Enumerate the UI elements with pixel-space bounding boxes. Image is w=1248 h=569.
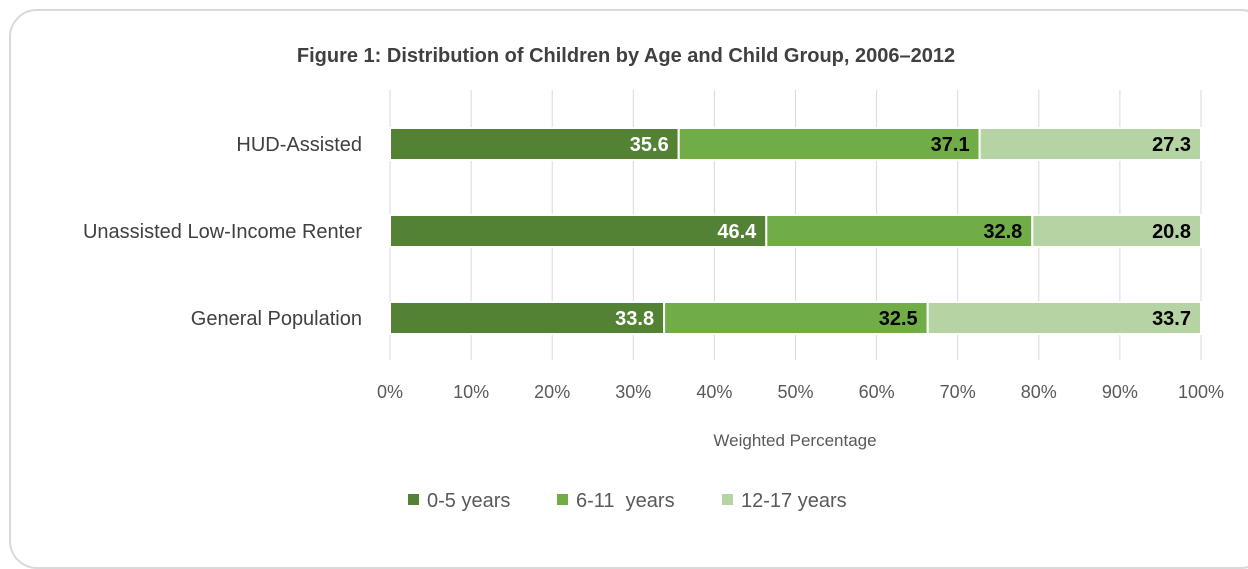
bar-segment: [765, 214, 1034, 248]
data-label: 33.7: [1152, 308, 1191, 330]
x-tick-label: 70%: [940, 382, 976, 402]
chart-title: Figure 1: Distribution of Children by Ag…: [297, 45, 955, 67]
legend-swatch: [722, 494, 733, 505]
bar-segment: [926, 301, 1202, 335]
stacked-bar-chart: Figure 1: Distribution of Children by Ag…: [83, 45, 1224, 512]
bar-segment: [978, 127, 1202, 161]
x-tick-label: 20%: [534, 382, 570, 402]
data-label: 20.8: [1152, 221, 1191, 243]
legend-swatch: [408, 494, 419, 505]
data-label: 32.8: [983, 221, 1022, 243]
x-tick-label: 0%: [377, 382, 403, 402]
legend-label: 6-11 years: [576, 490, 675, 512]
data-label: 46.4: [717, 221, 757, 243]
data-label: 27.3: [1152, 134, 1191, 156]
bars: 35.6 37.1 27.3 46.4 32.8 20.8 33.8 32.5 33.7: [389, 127, 1203, 335]
x-tick-label: 100%: [1178, 382, 1224, 402]
legend-label: 0-5 years: [427, 490, 510, 512]
x-tick-label: 60%: [859, 382, 895, 402]
category-labels: HUD-Assisted Unassisted Low-Income Renter…: [83, 134, 362, 330]
bar-segment: [389, 214, 768, 248]
bar-segment: [663, 301, 929, 335]
category-label: HUD-Assisted: [236, 134, 362, 156]
legend: 0-5 years 6-11 years 12-17 years: [408, 490, 847, 512]
bar-segment: [1031, 214, 1203, 248]
chart-frame: [9, 9, 1248, 569]
x-axis-title: Weighted Percentage: [713, 431, 876, 450]
x-tick-label: 30%: [615, 382, 651, 402]
category-label: General Population: [191, 308, 362, 330]
data-label: 35.6: [630, 134, 669, 156]
x-tick-labels: 0% 10% 20% 30% 40% 50% 60% 70% 80% 90% 100%: [377, 382, 1224, 402]
legend-swatch: [557, 494, 568, 505]
x-tick-label: 90%: [1102, 382, 1138, 402]
x-tick-label: 10%: [453, 382, 489, 402]
data-label: 37.1: [931, 134, 970, 156]
category-label: Unassisted Low-Income Renter: [83, 221, 362, 243]
legend-label: 12-17 years: [741, 490, 847, 512]
bar-segment: [389, 127, 680, 161]
x-tick-label: 80%: [1021, 382, 1057, 402]
x-tick-label: 50%: [777, 382, 813, 402]
x-tick-label: 40%: [696, 382, 732, 402]
bar-segment: [389, 301, 666, 335]
data-label: 32.5: [879, 308, 918, 330]
data-label: 33.8: [615, 308, 654, 330]
